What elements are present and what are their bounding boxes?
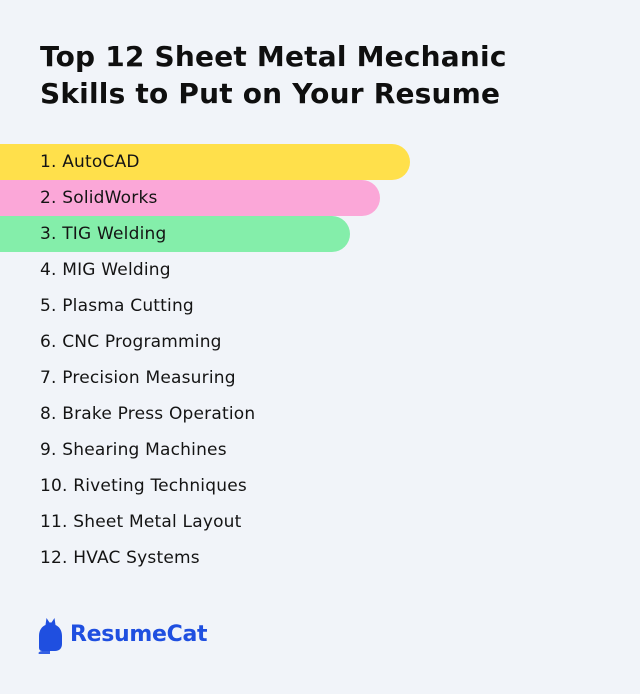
skills-list: 1. AutoCAD 2. SolidWorks 3. TIG Welding … bbox=[0, 144, 640, 576]
resumecat-logo[interactable]: ResumeCat bbox=[38, 614, 208, 654]
skill-label: 4. MIG Welding bbox=[40, 260, 171, 280]
highlight-bar bbox=[0, 144, 410, 180]
title-line-1: Top 12 Sheet Metal Mechanic bbox=[40, 40, 507, 73]
skill-label: 1. AutoCAD bbox=[40, 152, 140, 172]
highlight-bar bbox=[0, 216, 350, 252]
skill-label: 6. CNC Programming bbox=[40, 332, 222, 352]
skill-item: 5. Plasma Cutting bbox=[0, 288, 640, 324]
brand-name: ResumeCat bbox=[70, 621, 208, 647]
page-title: Top 12 Sheet Metal Mechanic Skills to Pu… bbox=[40, 38, 620, 112]
skill-item: 3. TIG Welding bbox=[0, 216, 640, 252]
skill-item: 8. Brake Press Operation bbox=[0, 396, 640, 432]
skill-item: 4. MIG Welding bbox=[0, 252, 640, 288]
skill-label: 3. TIG Welding bbox=[40, 224, 167, 244]
skill-label: 8. Brake Press Operation bbox=[40, 404, 256, 424]
skill-label: 11. Sheet Metal Layout bbox=[40, 512, 242, 532]
skill-label: 5. Plasma Cutting bbox=[40, 296, 194, 316]
skill-label: 9. Shearing Machines bbox=[40, 440, 227, 460]
skill-label: 12. HVAC Systems bbox=[40, 548, 200, 568]
skill-item: 9. Shearing Machines bbox=[0, 432, 640, 468]
skill-item: 1. AutoCAD bbox=[0, 144, 640, 180]
skill-item: 6. CNC Programming bbox=[0, 324, 640, 360]
skill-item: 10. Riveting Techniques bbox=[0, 468, 640, 504]
skill-item: 11. Sheet Metal Layout bbox=[0, 504, 640, 540]
highlight-bar bbox=[0, 180, 380, 216]
title-line-2: Skills to Put on Your Resume bbox=[40, 77, 501, 110]
skill-label: 2. SolidWorks bbox=[40, 188, 158, 208]
skill-item: 7. Precision Measuring bbox=[0, 360, 640, 396]
skill-item: 2. SolidWorks bbox=[0, 180, 640, 216]
skill-label: 7. Precision Measuring bbox=[40, 368, 236, 388]
skill-item: 12. HVAC Systems bbox=[0, 540, 640, 576]
skill-label: 10. Riveting Techniques bbox=[40, 476, 247, 496]
cat-icon bbox=[38, 618, 62, 654]
